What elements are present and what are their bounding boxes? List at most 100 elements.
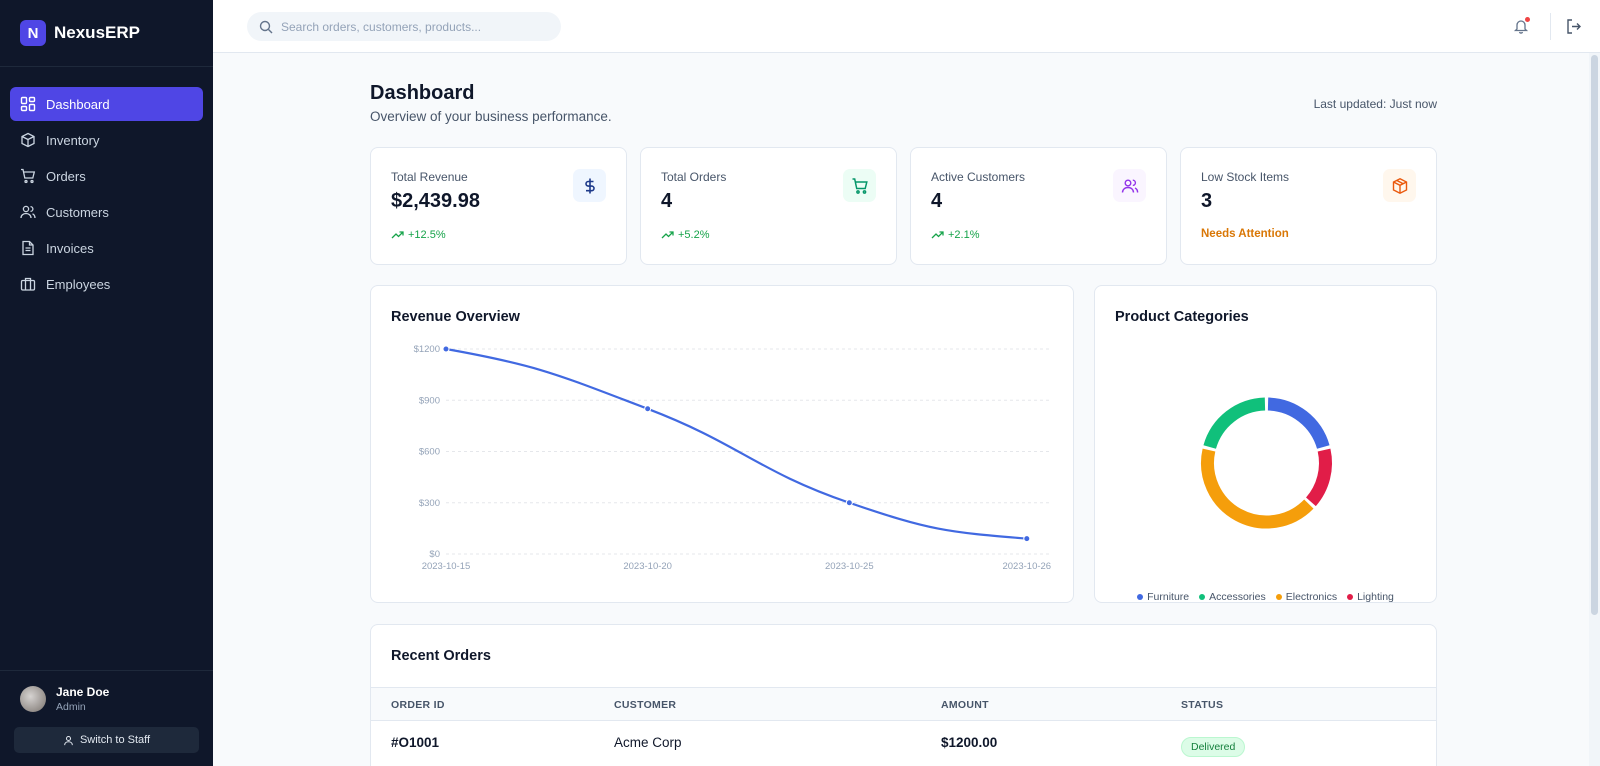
brand[interactable]: N NexusERP [0, 0, 213, 67]
stat-icon-box [1113, 169, 1146, 202]
sidebar-item-label: Inventory [46, 132, 100, 148]
table-header: ORDER ID CUSTOMER AMOUNT STATUS [371, 687, 1436, 721]
switch-role-button[interactable]: Switch to Staff [14, 727, 199, 753]
stat-value: 3 [1201, 190, 1213, 212]
stat-value: 4 [661, 190, 673, 212]
legend-swatch [1347, 594, 1354, 600]
stat-value: 4 [931, 190, 943, 212]
data-point[interactable] [845, 499, 853, 507]
brand-name: NexusERP [54, 23, 140, 42]
brand-logo: N [20, 20, 46, 46]
sidebar-item-label: Customers [46, 204, 109, 220]
pie-slice-furniture[interactable] [1267, 397, 1330, 450]
column-header-amount[interactable]: AMOUNT [941, 699, 989, 711]
trend-up-icon [661, 231, 674, 239]
y-tick-label: $1200 [414, 344, 440, 355]
column-header-customer[interactable]: CUSTOMER [614, 699, 677, 711]
stat-label: Low Stock Items [1201, 170, 1290, 184]
column-header-status[interactable]: STATUS [1181, 699, 1224, 711]
search-bar[interactable] [247, 12, 561, 41]
legend-item[interactable]: Electronics [1275, 591, 1337, 603]
y-tick-label: $0 [429, 549, 440, 560]
scrollbar-thumb[interactable] [1591, 55, 1598, 615]
y-tick-label: $300 [419, 498, 440, 509]
user-role: Admin [56, 701, 86, 713]
page-title: Dashboard [370, 82, 475, 104]
legend-swatch [1275, 594, 1282, 600]
legend-label: Lighting [1357, 591, 1394, 603]
stat-trend-value: +12.5% [408, 228, 446, 241]
order-id-cell[interactable]: #O1001 [391, 735, 440, 750]
pie-slice-electronics[interactable] [1201, 448, 1314, 529]
sidebar-item-inventory[interactable]: Inventory [10, 123, 203, 157]
last-updated: Last updated: Just now [1313, 97, 1437, 111]
box-icon [20, 132, 36, 148]
scrollbar[interactable] [1589, 53, 1600, 766]
legend-swatch [1137, 594, 1144, 600]
legend-swatch [1199, 594, 1206, 600]
stat-trend: +12.5% [391, 228, 446, 241]
y-tick-label: $900 [419, 395, 440, 406]
data-point[interactable] [442, 345, 450, 353]
notification-dot [1525, 17, 1530, 22]
sidebar-item-label: Employees [46, 276, 111, 292]
topbar-divider [1550, 13, 1551, 40]
card-title: Recent Orders [391, 648, 491, 664]
sidebar-item-customers[interactable]: Customers [10, 195, 203, 229]
sidebar-item-label: Invoices [46, 240, 94, 256]
stat-label: Total Revenue [391, 170, 468, 184]
logout-icon [1567, 19, 1581, 34]
data-point[interactable] [644, 405, 652, 413]
legend-label: Accessories [1209, 591, 1266, 603]
grid-icon [20, 96, 36, 112]
legend-item[interactable]: Accessories [1199, 591, 1266, 603]
user-icon [64, 735, 73, 745]
sidebar-item-dashboard[interactable]: Dashboard [10, 87, 203, 121]
pie-slice-lighting[interactable] [1305, 448, 1332, 507]
sidebar-item-orders[interactable]: Orders [10, 159, 203, 193]
stat-trend-value: +5.2% [678, 228, 710, 241]
x-tick-label: 2023-10-15 [422, 561, 471, 572]
stat-card-customers: Active Customers 4 +2.1% [910, 147, 1167, 265]
sidebar-item-invoices[interactable]: Invoices [10, 231, 203, 265]
user-info: Jane Doe Admin [56, 685, 109, 713]
page-subtitle: Overview of your business performance. [370, 109, 612, 124]
user-panel: Jane Doe Admin Switch to Staff [0, 670, 213, 766]
notifications-button[interactable] [1513, 17, 1530, 34]
sidebar-item-employees[interactable]: Employees [10, 267, 203, 301]
column-header-order-id[interactable]: ORDER ID [391, 699, 445, 711]
stat-value: $2,439.98 [391, 190, 480, 212]
topbar [213, 0, 1600, 53]
sidebar: N NexusERP Dashboard Inventory Orders C [0, 0, 213, 766]
data-point[interactable] [1023, 535, 1031, 543]
briefcase-icon [20, 276, 36, 292]
switch-role-label: Switch to Staff [79, 734, 151, 746]
bell-icon [1513, 20, 1529, 34]
cart-icon [852, 177, 868, 194]
pie-slice-accessories[interactable] [1203, 397, 1266, 450]
revenue-chart-card: Revenue Overview $0 $300 $600 $900 $1200 2023… [370, 285, 1074, 603]
dollar-icon [584, 178, 595, 193]
user-profile[interactable]: Jane Doe Admin [20, 685, 199, 713]
search-input[interactable] [281, 19, 551, 34]
legend-item[interactable]: Lighting [1347, 591, 1394, 603]
card-title: Revenue Overview [391, 309, 520, 325]
x-tick-label: 2023-10-26 [1002, 561, 1051, 572]
stat-card-revenue: Total Revenue $2,439.98 +12.5% [370, 147, 627, 265]
stat-card-low-stock: Low Stock Items 3 Needs Attention [1180, 147, 1437, 265]
legend-item[interactable]: Furniture [1137, 591, 1189, 603]
cart-icon [20, 168, 36, 184]
file-icon [20, 240, 36, 256]
package-icon [1392, 177, 1407, 194]
user-name: Jane Doe [56, 685, 110, 699]
logout-button[interactable] [1565, 18, 1582, 35]
sidebar-item-label: Orders [46, 168, 86, 184]
stat-icon-box [573, 169, 606, 202]
chart-legend: Furniture Accessories Electronics Lighting [1095, 591, 1436, 603]
stat-label: Active Customers [931, 170, 1026, 184]
revenue-series-line [445, 347, 1027, 540]
status-badge: Delivered [1181, 737, 1246, 757]
revenue-line-chart: $0 $300 $600 $900 $1200 2023-10-15 2023-10-20 2… [414, 344, 1052, 572]
amount-cell: $1200.00 [941, 735, 998, 750]
search-icon [259, 20, 273, 33]
